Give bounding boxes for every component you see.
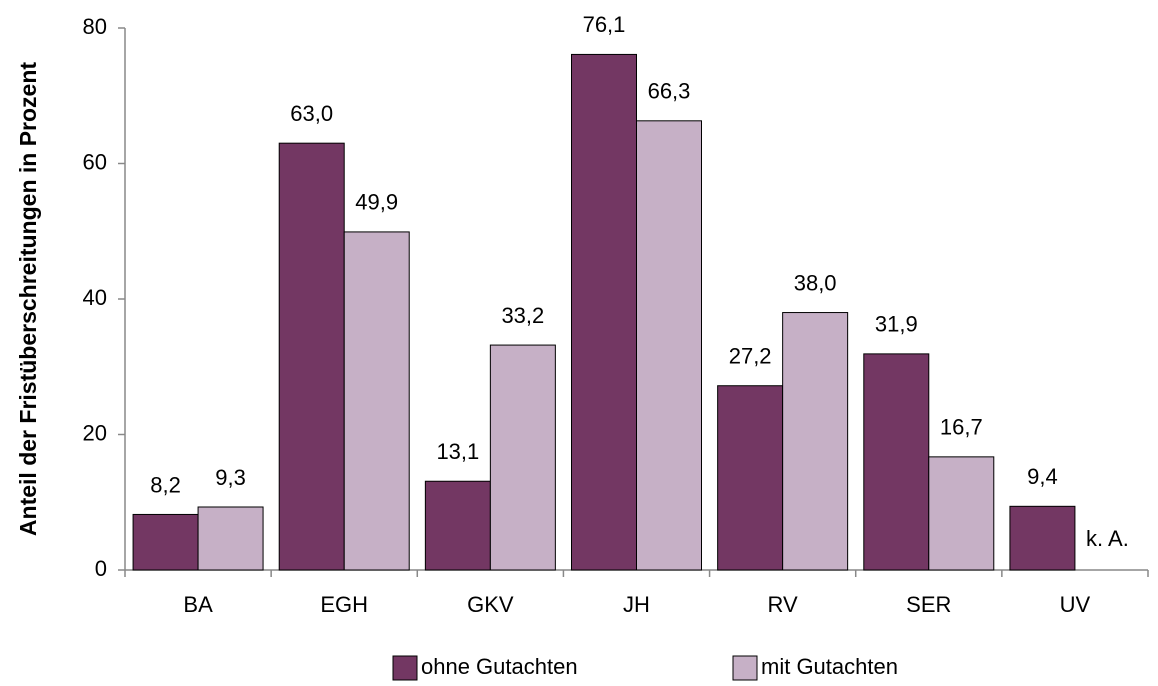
bar bbox=[1009, 505, 1076, 571]
value-label: 49,9 bbox=[355, 190, 398, 215]
value-label: 38,0 bbox=[794, 270, 837, 295]
x-tick-label: GKV bbox=[467, 592, 514, 617]
legend-label: ohne Gutachten bbox=[421, 654, 578, 679]
bar bbox=[636, 120, 702, 571]
bar bbox=[928, 456, 995, 571]
bar bbox=[717, 385, 784, 571]
value-label: 66,3 bbox=[648, 79, 691, 104]
value-label: 33,2 bbox=[501, 303, 544, 328]
bar bbox=[132, 513, 199, 571]
bar bbox=[424, 480, 491, 571]
y-tick-label: 0 bbox=[95, 556, 107, 581]
x-tick-label: EGH bbox=[320, 592, 368, 617]
legend-swatch bbox=[392, 655, 418, 681]
bar bbox=[197, 506, 264, 571]
y-tick-label: 60 bbox=[83, 149, 107, 174]
value-label: 76,1 bbox=[583, 12, 626, 37]
value-label: 9,4 bbox=[1027, 464, 1058, 489]
x-tick-label: JH bbox=[623, 592, 650, 617]
bar bbox=[278, 142, 345, 571]
bar bbox=[863, 353, 930, 571]
y-tick-label: 80 bbox=[83, 14, 107, 39]
value-label: 31,9 bbox=[875, 312, 918, 337]
x-tick-label: BA bbox=[183, 592, 213, 617]
y-tick-label: 40 bbox=[83, 285, 107, 310]
value-label: 8,2 bbox=[150, 472, 181, 497]
bar bbox=[571, 53, 637, 571]
bar bbox=[489, 344, 556, 571]
x-tick-label: UV bbox=[1060, 592, 1091, 617]
value-label: 63,0 bbox=[290, 101, 333, 126]
bar bbox=[343, 231, 410, 571]
value-label: 9,3 bbox=[215, 465, 246, 490]
value-label: 27,2 bbox=[729, 344, 772, 369]
bar bbox=[782, 312, 849, 571]
y-axis-label: Anteil der Fristüberschreitungen in Proz… bbox=[15, 62, 41, 536]
legend-swatch bbox=[732, 655, 758, 681]
x-tick-label: RV bbox=[768, 592, 798, 617]
value-label: k. A. bbox=[1086, 526, 1129, 551]
y-tick-label: 20 bbox=[83, 420, 107, 445]
x-tick-label: SER bbox=[906, 592, 951, 617]
value-label: 16,7 bbox=[940, 415, 983, 440]
value-label: 13,1 bbox=[436, 439, 479, 464]
legend-label: mit Gutachten bbox=[761, 654, 898, 679]
